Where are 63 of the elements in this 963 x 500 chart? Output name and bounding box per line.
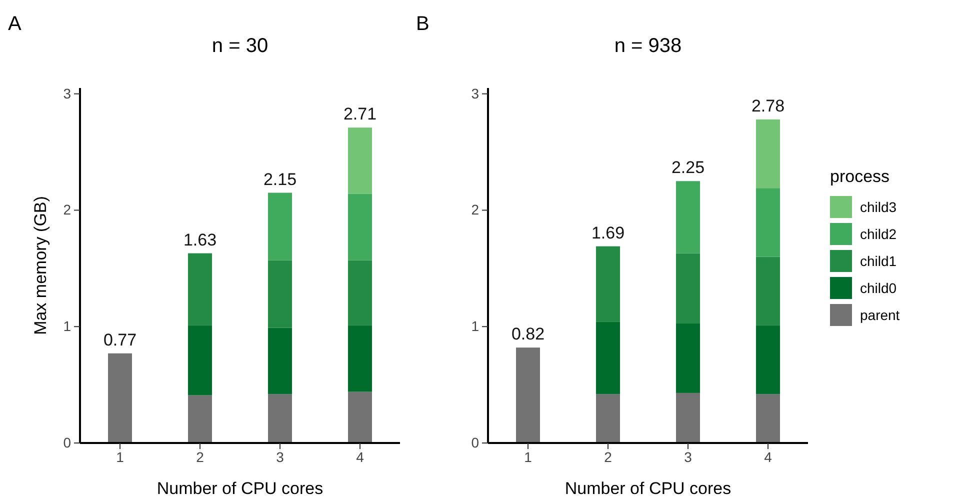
bar xyxy=(676,181,700,254)
total-label: 0.82 xyxy=(511,324,545,344)
legend-title: process xyxy=(830,167,890,186)
y-tick-label: 1 xyxy=(63,318,72,334)
bar xyxy=(268,394,292,443)
total-label: 1.69 xyxy=(591,223,625,242)
x-tick-label: 2 xyxy=(196,448,204,465)
bar xyxy=(596,394,620,443)
legend-label: child0 xyxy=(860,280,897,296)
legend-label: parent xyxy=(860,307,900,323)
total-label: 1.63 xyxy=(183,230,217,250)
y-tick-label: 3 xyxy=(63,85,72,102)
total-label: 2.25 xyxy=(671,158,705,178)
bar xyxy=(676,253,700,324)
x-tick-label: 4 xyxy=(764,448,772,465)
total-label: 2.71 xyxy=(343,104,377,124)
bar xyxy=(756,325,780,394)
total-label: 2.15 xyxy=(263,170,297,189)
x-tick-label: 3 xyxy=(276,448,284,465)
total-label: 2.78 xyxy=(751,96,785,116)
bar xyxy=(188,395,212,443)
x-axis-title: Number of CPU cores xyxy=(156,479,324,498)
x-tick-label: 3 xyxy=(684,448,692,465)
bar xyxy=(516,348,540,443)
y-tick-label: 2 xyxy=(471,202,480,218)
legend-label: child1 xyxy=(860,253,897,269)
bar xyxy=(676,323,700,393)
x-tick-label: 2 xyxy=(604,448,612,465)
bar xyxy=(596,322,620,394)
text: B xyxy=(416,13,430,35)
chart-title: n = 30 xyxy=(212,35,268,57)
y-tick-label: 2 xyxy=(63,202,72,218)
y-tick-label: 0 xyxy=(471,434,480,450)
bar xyxy=(268,192,292,260)
bar xyxy=(756,256,780,326)
total-label: 0.77 xyxy=(103,330,137,350)
bar xyxy=(268,260,292,328)
bar xyxy=(348,325,372,392)
bar xyxy=(108,353,132,443)
bar xyxy=(348,128,372,194)
bar xyxy=(348,260,372,326)
y-tick-label: 3 xyxy=(471,85,480,102)
bar xyxy=(348,194,372,260)
chart-title: n = 938 xyxy=(614,35,682,57)
bar xyxy=(188,325,212,396)
bar xyxy=(348,392,372,443)
bar xyxy=(756,119,780,188)
x-tick-label: 1 xyxy=(116,448,124,465)
x-axis-title: Number of CPU cores xyxy=(564,479,732,498)
x-tick-label: 1 xyxy=(524,448,532,465)
bar xyxy=(676,392,700,443)
y-axis-title: Max memory (GB) xyxy=(31,196,50,335)
bar xyxy=(268,328,292,394)
bar xyxy=(596,246,620,322)
bar xyxy=(756,394,780,443)
text: A xyxy=(8,13,22,35)
legend-label: child2 xyxy=(860,226,897,242)
y-tick-label: 0 xyxy=(63,434,72,450)
legend-label: child3 xyxy=(860,199,897,215)
y-tick-label: 1 xyxy=(471,318,480,334)
x-tick-label: 4 xyxy=(356,448,364,465)
bar xyxy=(756,188,780,257)
bar xyxy=(188,253,212,326)
